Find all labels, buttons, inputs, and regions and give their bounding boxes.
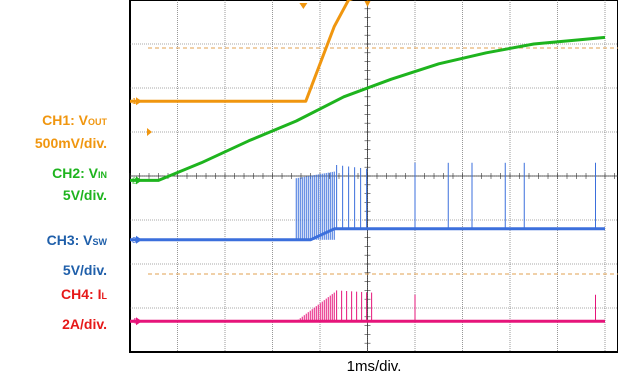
trigger-level-marker <box>147 128 152 136</box>
marker-label-ch2: 2 <box>132 176 137 185</box>
ch3-label: CH3: VSW <box>46 232 107 248</box>
marker-ch1 <box>136 97 142 106</box>
marker-ch4 <box>136 317 142 326</box>
marker-ch3 <box>136 235 142 244</box>
ch1-label: CH1: VOUT <box>42 112 107 128</box>
marker-label-ch1: 1 <box>132 97 137 106</box>
ch2-label: CH2: VIN <box>52 165 107 181</box>
traces: 1 2 3 4 <box>130 0 606 326</box>
ch3-scale: 5V/div. <box>62 262 107 278</box>
ch2-scale: 5V/div. <box>62 187 107 203</box>
graticule <box>129 0 618 353</box>
trace-ch1 <box>130 0 354 103</box>
trace-ch3 <box>130 227 605 242</box>
trace-ch2 <box>130 35 606 182</box>
trigger-marker <box>364 1 371 7</box>
marker-ch2 <box>136 176 142 185</box>
marker-label-ch3: 3 <box>132 236 137 245</box>
trigger-marker <box>299 3 308 9</box>
x-axis-label: 1ms/div. <box>346 358 402 375</box>
ch1-scale: 500mV/div. <box>34 135 107 151</box>
ch4-label: CH4: IL <box>61 286 107 302</box>
ch4-scale: 2A/div. <box>62 316 107 332</box>
marker-label-ch4: 4 <box>132 317 137 326</box>
